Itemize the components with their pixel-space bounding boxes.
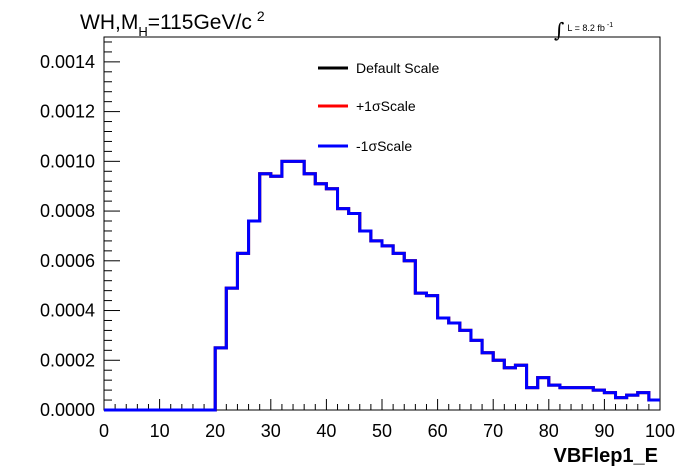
- y-axis: 0.0000 0.0002 0.0004 0.0006 0.0008 0.0010 0.00…: [40, 41, 120, 420]
- x-tick-label: 90: [594, 421, 614, 441]
- y-tick-label: 0.0006: [40, 251, 95, 271]
- x-tick-label: 40: [316, 421, 336, 441]
- title-superscript: 2: [257, 8, 265, 24]
- x-tick-label: 20: [205, 421, 225, 441]
- x-axis-label: VBFlep1_E: [554, 445, 658, 467]
- legend-label: +1σScale: [356, 98, 416, 114]
- x-tick-label: 0: [99, 421, 109, 441]
- lumi-superscript: -1: [607, 22, 613, 29]
- title-subscript: H: [138, 24, 147, 39]
- x-tick-label: 50: [372, 421, 392, 441]
- x-tick-label: 70: [483, 421, 503, 441]
- y-tick-label: 0.0000: [40, 400, 95, 420]
- legend-label: -1σScale: [356, 138, 412, 154]
- y-tick-label: 0.0002: [40, 350, 95, 370]
- title-main: WH,M: [80, 11, 138, 34]
- series-line-3: [104, 159, 660, 412]
- chart-title: WH,MH=115GeV/c 2: [80, 8, 265, 39]
- legend: Default Scale +1σScale -1σScale: [318, 60, 439, 154]
- lumi-text: L = 8.2 fb: [567, 23, 604, 33]
- x-tick-label: 80: [539, 421, 559, 441]
- x-axis: 0 10 20 30 40 50 60 70 80 90 100: [99, 399, 675, 441]
- x-tick-label: 30: [261, 421, 281, 441]
- x-tick-label: 60: [428, 421, 448, 441]
- y-tick-label: 0.0004: [40, 301, 95, 321]
- y-tick-label: 0.0008: [40, 201, 95, 221]
- y-tick-label: 0.0012: [40, 102, 95, 122]
- lumi-label: ∫ L = 8.2 fb -1: [554, 18, 613, 42]
- x-tick-label: 100: [645, 421, 675, 441]
- y-tick-label: 0.0010: [40, 151, 95, 171]
- series-layer: [104, 159, 660, 412]
- y-tick-label: 0.0014: [40, 52, 95, 72]
- title-rest: =115GeV/c: [148, 11, 252, 34]
- lumi-integral: ∫: [554, 18, 564, 42]
- x-tick-label: 10: [150, 421, 170, 441]
- legend-label: Default Scale: [356, 60, 439, 76]
